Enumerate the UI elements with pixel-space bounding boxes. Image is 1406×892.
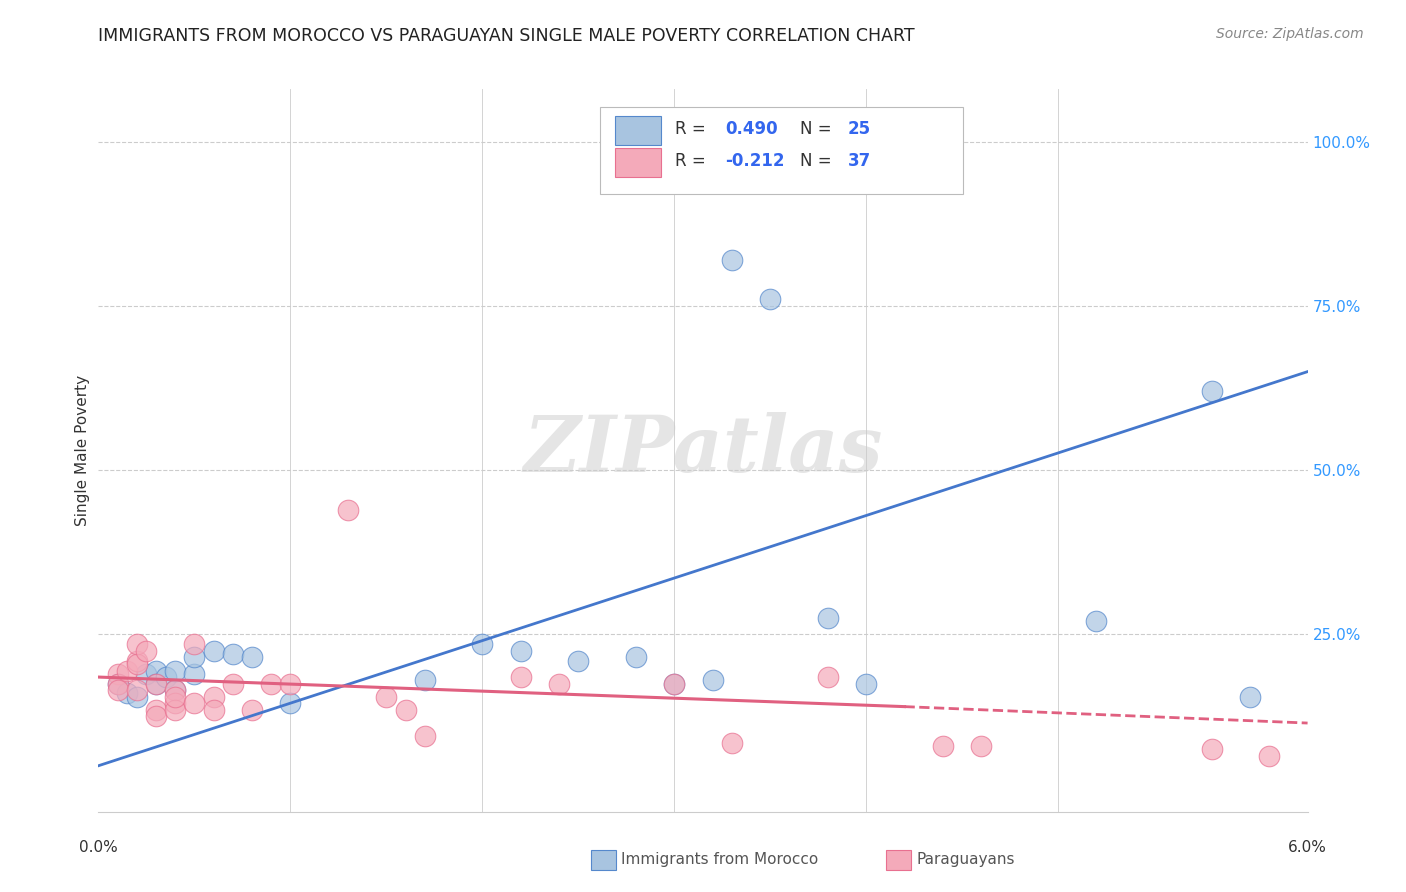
Text: -0.212: -0.212 — [724, 153, 785, 170]
Point — [222, 676, 245, 690]
Point — [135, 666, 157, 681]
Y-axis label: Single Male Poverty: Single Male Poverty — [75, 375, 90, 526]
Point — [240, 703, 263, 717]
Point — [202, 644, 225, 658]
Point — [165, 664, 187, 678]
Point — [240, 650, 263, 665]
Point — [817, 611, 839, 625]
Point — [183, 637, 205, 651]
Point — [413, 673, 436, 688]
Point — [145, 709, 167, 723]
FancyBboxPatch shape — [600, 107, 963, 194]
Point — [1201, 742, 1223, 756]
Point — [394, 703, 416, 717]
Text: Paraguayans: Paraguayans — [917, 853, 1015, 867]
Text: 0.490: 0.490 — [724, 120, 778, 138]
Point — [165, 703, 187, 717]
Point — [759, 293, 782, 307]
Point — [107, 683, 129, 698]
Text: Source: ZipAtlas.com: Source: ZipAtlas.com — [1216, 27, 1364, 41]
Point — [165, 690, 187, 704]
Point — [125, 683, 148, 698]
Point — [125, 690, 148, 704]
Point — [183, 696, 205, 710]
Point — [471, 637, 494, 651]
Point — [145, 676, 167, 690]
Point — [624, 650, 647, 665]
Point — [702, 673, 724, 688]
Point — [125, 637, 148, 651]
Text: 37: 37 — [848, 153, 872, 170]
Point — [183, 650, 205, 665]
Point — [165, 683, 187, 698]
Point — [375, 690, 398, 704]
Point — [664, 676, 686, 690]
Point — [932, 145, 955, 159]
Bar — [614, 148, 661, 178]
Point — [1258, 748, 1281, 763]
Point — [413, 729, 436, 743]
Point — [135, 644, 157, 658]
Point — [1085, 614, 1108, 628]
Text: R =: R = — [675, 120, 711, 138]
Point — [202, 703, 225, 717]
Text: N =: N = — [800, 153, 837, 170]
Text: 6.0%: 6.0% — [1288, 840, 1327, 855]
Text: Immigrants from Morocco: Immigrants from Morocco — [621, 853, 818, 867]
Point — [222, 647, 245, 661]
Point — [567, 654, 589, 668]
Point — [664, 676, 686, 690]
Point — [509, 644, 531, 658]
Point — [115, 664, 138, 678]
Point — [125, 657, 148, 671]
Point — [145, 664, 167, 678]
Point — [1201, 384, 1223, 399]
Point — [183, 666, 205, 681]
Point — [336, 502, 359, 516]
Point — [145, 703, 167, 717]
Point — [145, 676, 167, 690]
Text: IMMIGRANTS FROM MOROCCO VS PARAGUAYAN SINGLE MALE POVERTY CORRELATION CHART: IMMIGRANTS FROM MOROCCO VS PARAGUAYAN SI… — [98, 27, 915, 45]
Point — [280, 696, 302, 710]
Point — [509, 670, 531, 684]
Point — [548, 676, 571, 690]
Point — [107, 676, 129, 690]
Point — [260, 676, 283, 690]
Point — [280, 676, 302, 690]
Text: R =: R = — [675, 153, 711, 170]
Text: N =: N = — [800, 120, 837, 138]
Point — [1239, 690, 1261, 704]
Point — [932, 739, 955, 753]
Point — [202, 690, 225, 704]
Point — [855, 676, 877, 690]
Point — [107, 666, 129, 681]
Point — [115, 686, 138, 700]
Point — [720, 252, 742, 267]
Point — [817, 670, 839, 684]
Text: 0.0%: 0.0% — [79, 840, 118, 855]
Point — [165, 696, 187, 710]
Point — [125, 654, 148, 668]
Text: ZIPatlas: ZIPatlas — [523, 412, 883, 489]
Bar — [614, 116, 661, 145]
Point — [970, 739, 993, 753]
Point — [720, 736, 742, 750]
Point — [107, 676, 129, 690]
Text: 25: 25 — [848, 120, 872, 138]
Point — [165, 683, 187, 698]
Point — [155, 670, 177, 684]
